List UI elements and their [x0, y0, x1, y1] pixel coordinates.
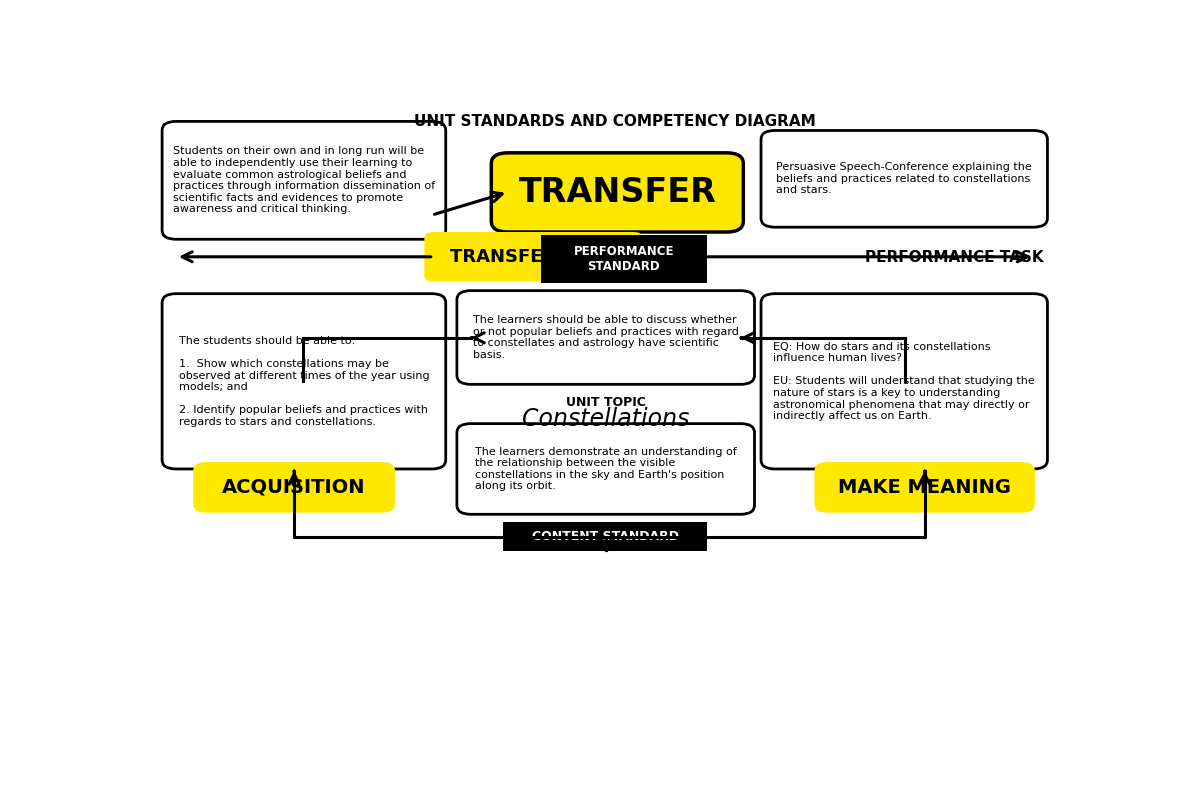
FancyBboxPatch shape [761, 294, 1048, 469]
FancyBboxPatch shape [457, 424, 755, 514]
FancyBboxPatch shape [761, 130, 1048, 227]
FancyBboxPatch shape [162, 294, 445, 469]
Text: PERFORMANCE
STANDARD: PERFORMANCE STANDARD [574, 245, 674, 273]
Text: The learners demonstrate an understanding of
the relationship between the visibl: The learners demonstrate an understandin… [475, 447, 737, 491]
FancyBboxPatch shape [504, 522, 707, 551]
Text: Students on their own and in long run will be
able to independently use their le: Students on their own and in long run wi… [173, 146, 434, 214]
Text: The students should be able to:

1.  Show which constellations may be
observed a: The students should be able to: 1. Show … [179, 336, 430, 427]
Text: Persuasive Speech-Conference explaining the
beliefs and practices related to con: Persuasive Speech-Conference explaining … [776, 162, 1032, 195]
Text: The learners should be able to discuss whether
or not popular beliefs and practi: The learners should be able to discuss w… [473, 315, 739, 360]
FancyBboxPatch shape [162, 122, 445, 239]
Text: Constellations: Constellations [522, 407, 689, 431]
FancyBboxPatch shape [491, 153, 743, 232]
Text: UNIT TOPIC: UNIT TOPIC [565, 396, 646, 409]
FancyBboxPatch shape [425, 232, 643, 282]
Text: UNIT STANDARDS AND COMPETENCY DIAGRAM: UNIT STANDARDS AND COMPETENCY DIAGRAM [414, 114, 816, 129]
FancyBboxPatch shape [816, 463, 1033, 511]
Text: TRANSFER GOAL: TRANSFER GOAL [450, 248, 617, 266]
Text: EQ: How do stars and its constellations
influence human lives?

EU: Students wil: EQ: How do stars and its constellations … [773, 341, 1036, 421]
FancyBboxPatch shape [457, 290, 755, 385]
Text: MAKE MEANING: MAKE MEANING [838, 478, 1012, 497]
FancyBboxPatch shape [194, 463, 394, 511]
Text: PERFORMANCE TASK: PERFORMANCE TASK [865, 250, 1044, 265]
Text: TRANSFER: TRANSFER [518, 176, 716, 209]
FancyBboxPatch shape [540, 235, 707, 283]
Text: CONTENT STANDARD: CONTENT STANDARD [532, 530, 679, 543]
Text: ACQUISITION: ACQUISITION [222, 478, 366, 497]
